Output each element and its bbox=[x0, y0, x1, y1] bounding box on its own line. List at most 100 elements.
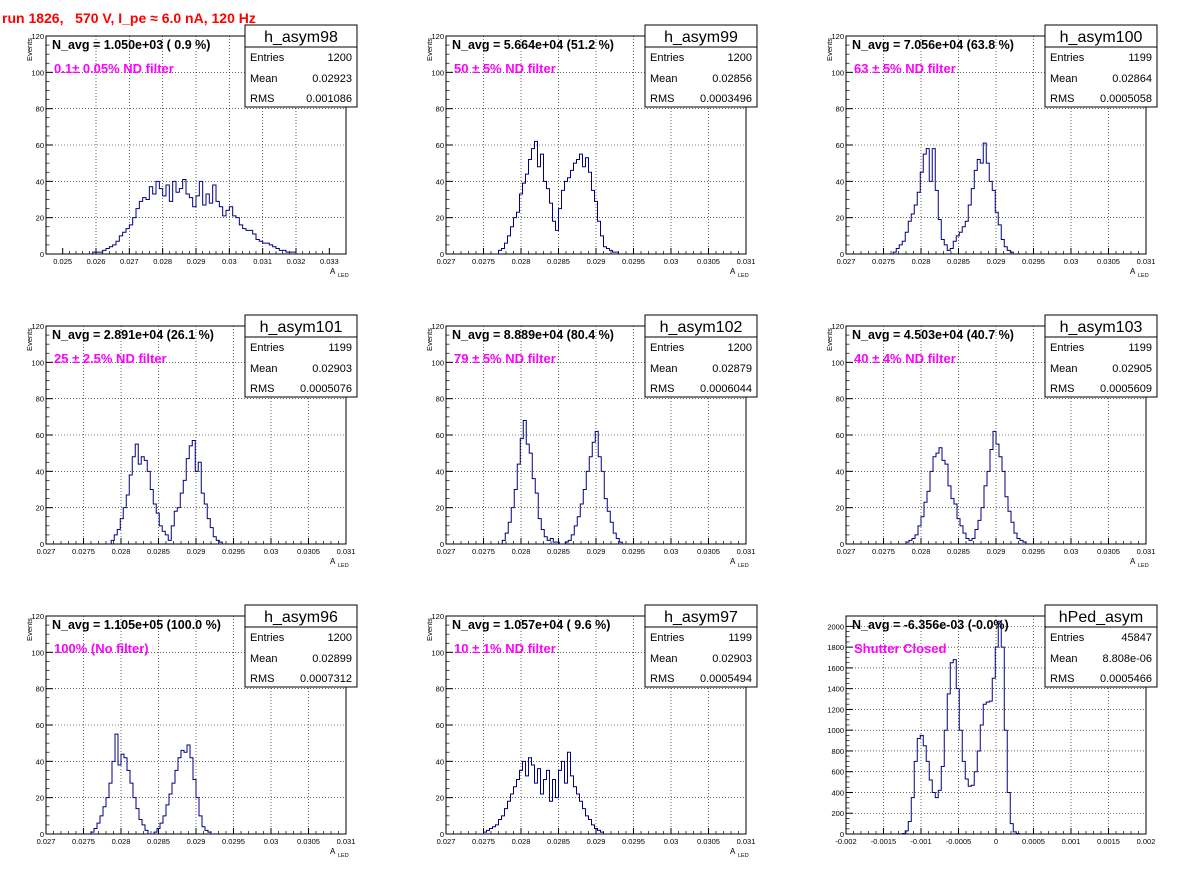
histogram-name: hPed_asym bbox=[1059, 609, 1144, 626]
x-axis-title-sub: LED bbox=[1138, 563, 1149, 569]
stat-value-rms: 0.0005494 bbox=[700, 673, 752, 685]
x-tick-label: 0.0295 bbox=[1022, 257, 1045, 266]
histogram-name: h_asym100 bbox=[1060, 29, 1143, 46]
panel-title: N_avg = -6.356e-03 (-0.0%) bbox=[852, 618, 1009, 632]
x-tick-label: 0.03 bbox=[264, 547, 279, 556]
histogram-name: h_asym101 bbox=[260, 319, 343, 336]
y-tick-label: 40 bbox=[836, 177, 844, 186]
stat-label-mean: Mean bbox=[1050, 653, 1078, 665]
x-tick-label: -0.001 bbox=[910, 837, 931, 846]
y-tick-label: 2000 bbox=[827, 622, 844, 631]
x-axis-title: A bbox=[330, 847, 336, 856]
x-tick-label: -0.0015 bbox=[871, 837, 896, 846]
x-axis-title-sub: LED bbox=[338, 853, 349, 859]
y-tick-label: 20 bbox=[436, 794, 444, 803]
x-tick-label: 0.026 bbox=[87, 257, 106, 266]
x-tick-label: 0.028 bbox=[112, 837, 131, 846]
histogram-line bbox=[92, 179, 297, 254]
y-tick-label: 120 bbox=[31, 612, 44, 621]
panel-hPed_asym: -0.002 -0.0015 -0.001 -0.0005 0 0.0005 0.001 0.… bbox=[827, 604, 1158, 846]
x-tick-label: 0.027 bbox=[437, 547, 456, 556]
y-tick-label: 60 bbox=[836, 431, 844, 440]
y-axis-title: Events bbox=[25, 618, 34, 641]
histogram-name: h_asym99 bbox=[664, 29, 738, 46]
x-tick-label: 0.03 bbox=[1064, 257, 1079, 266]
filter-label: 50 ± 5% ND filter bbox=[454, 61, 556, 76]
y-tick-label: 40 bbox=[36, 177, 44, 186]
x-axis-title-sub: LED bbox=[1138, 273, 1149, 279]
panel-h_asym98: 0.025 0.026 0.027 0.028 0.029 0.03 0.031 0.032 0… bbox=[25, 24, 358, 279]
histogram-line bbox=[892, 142, 1014, 254]
panel-title: N_avg = 5.664e+04 (51.2 %) bbox=[452, 38, 614, 52]
x-tick-label: 0.029 bbox=[987, 547, 1006, 556]
y-tick-label: 0 bbox=[440, 830, 444, 839]
filter-label: 25 ± 2.5% ND filter bbox=[54, 351, 167, 366]
stat-value-mean: 0.02879 bbox=[712, 363, 752, 375]
y-tick-label: 20 bbox=[36, 794, 44, 803]
stat-label-entries: Entries bbox=[1050, 52, 1085, 64]
y-tick-label: 1200 bbox=[827, 705, 844, 714]
stats-box bbox=[244, 314, 358, 398]
filter-label: 10 ± 1% ND filter bbox=[454, 641, 556, 656]
x-tick-label: 0.028 bbox=[512, 547, 531, 556]
x-tick-label: 0.028 bbox=[912, 547, 931, 556]
panel-h_asym101: 0.027 0.0275 0.028 0.0285 0.029 0.0295 0.03 0.0… bbox=[25, 314, 358, 569]
stat-value-entries: 1200 bbox=[328, 52, 352, 64]
x-tick-label: 0.029 bbox=[587, 257, 606, 266]
stat-value-rms: 0.0005076 bbox=[300, 383, 352, 395]
stat-label-rms: RMS bbox=[250, 93, 274, 105]
y-tick-label: 100 bbox=[31, 648, 44, 657]
y-tick-label: 1400 bbox=[827, 685, 844, 694]
histogram-name: h_asym96 bbox=[264, 609, 338, 626]
x-tick-label: 0.029 bbox=[587, 547, 606, 556]
stat-value-entries: 1199 bbox=[728, 632, 752, 644]
y-tick-label: 800 bbox=[831, 747, 844, 756]
x-tick-label: 0.025 bbox=[53, 257, 72, 266]
filter-label: 100% (No filter) bbox=[54, 641, 149, 656]
stat-label-entries: Entries bbox=[650, 52, 685, 64]
stat-value-mean: 0.02864 bbox=[1112, 73, 1152, 85]
stat-label-mean: Mean bbox=[1050, 363, 1078, 375]
histogram-line bbox=[901, 620, 1020, 834]
stat-label-rms: RMS bbox=[1050, 93, 1074, 105]
stat-label-rms: RMS bbox=[1050, 673, 1074, 685]
x-tick-label: 0.0295 bbox=[622, 547, 645, 556]
y-tick-label: 80 bbox=[836, 105, 844, 114]
histogram-name: h_asym102 bbox=[660, 319, 743, 336]
histogram-line bbox=[501, 419, 623, 545]
panel-title: N_avg = 8.889e+04 (80.4 %) bbox=[452, 328, 614, 342]
y-tick-label: 200 bbox=[831, 809, 844, 818]
stat-label-entries: Entries bbox=[250, 342, 285, 354]
x-axis-title: A bbox=[330, 557, 336, 566]
y-tick-label: 60 bbox=[36, 141, 44, 150]
x-tick-label: 0.0275 bbox=[72, 547, 95, 556]
histogram-line bbox=[483, 751, 604, 834]
histogram-line bbox=[498, 140, 619, 254]
y-tick-label: 100 bbox=[431, 358, 444, 367]
y-tick-label: 400 bbox=[831, 788, 844, 797]
x-tick-label: 0.027 bbox=[437, 257, 456, 266]
x-tick-label: 0.0275 bbox=[872, 257, 895, 266]
y-tick-label: 60 bbox=[836, 141, 844, 150]
x-axis-title: A bbox=[730, 557, 736, 566]
stat-value-mean: 0.02899 bbox=[312, 653, 352, 665]
x-tick-label: 0.03 bbox=[264, 837, 279, 846]
y-tick-label: 0 bbox=[40, 250, 44, 259]
stats-box bbox=[1044, 314, 1158, 398]
x-tick-label: 0.0275 bbox=[872, 547, 895, 556]
run-title: run 1826, 570 V, I_pe ≈ 6.0 nA, 120 Hz bbox=[2, 10, 256, 26]
y-tick-label: 1800 bbox=[827, 643, 844, 652]
x-tick-label: 0.029 bbox=[187, 257, 206, 266]
histogram-name: h_asym103 bbox=[1060, 319, 1143, 336]
stats-box bbox=[244, 24, 358, 108]
x-tick-label: 0.031 bbox=[337, 547, 356, 556]
y-tick-label: 120 bbox=[431, 322, 444, 331]
x-tick-label: 0.0305 bbox=[297, 547, 320, 556]
panel-h_asym102: 0.027 0.0275 0.028 0.0285 0.029 0.0295 0.03 0.0… bbox=[425, 314, 758, 569]
x-tick-label: 0.0285 bbox=[947, 547, 970, 556]
x-tick-label: 0.027 bbox=[120, 257, 139, 266]
panel-title: N_avg = 1.105e+05 (100.0 %) bbox=[52, 618, 221, 632]
y-axis-title: Events bbox=[25, 38, 34, 61]
y-tick-label: 20 bbox=[36, 504, 44, 513]
